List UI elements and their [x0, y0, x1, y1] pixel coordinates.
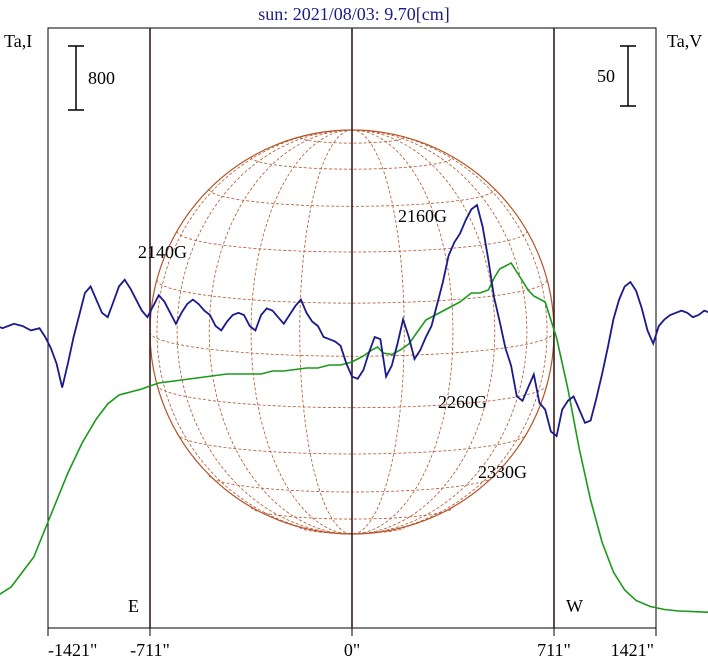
longitude-line	[156, 129, 353, 535]
x-tick-label: -1421"	[48, 640, 97, 660]
longitude-line	[351, 129, 528, 535]
annotation-label: 2330G	[478, 462, 527, 482]
longitude-line	[299, 129, 353, 535]
limb-label: W	[566, 596, 583, 616]
x-tick-label: -711"	[130, 640, 170, 660]
left-scale-value: 800	[88, 68, 115, 88]
x-axis-ticks: -1421" -711" 0" 711" 1421"	[47, 628, 657, 660]
field-annotations: 2140G 2160G 2260G 2330G	[138, 206, 527, 482]
x-tick-label: 711"	[537, 640, 571, 660]
latitude-line	[299, 136, 405, 144]
longitude-line	[351, 129, 454, 535]
longitude-line	[208, 129, 353, 535]
longitude-line	[250, 129, 353, 535]
right-scale-bar: 50	[597, 45, 636, 107]
limb-label: E	[128, 596, 139, 616]
x-tick-label: 0"	[344, 640, 360, 660]
longitude-line	[351, 129, 548, 535]
longitude-line	[351, 129, 405, 535]
intensity-curve	[0, 261, 708, 614]
left-axis-label: Ta,I	[4, 31, 32, 51]
chart-title: sun: 2021/08/03: 9.70[cm]	[258, 4, 450, 24]
right-axis-label: Ta,V	[667, 31, 702, 51]
annotation-label: 2160G	[398, 206, 447, 226]
x-tick-label: 1421"	[611, 640, 654, 660]
longitude-line	[176, 129, 353, 535]
vertical-reference-lines	[149, 28, 555, 628]
longitude-line	[351, 129, 496, 535]
latitude-line	[299, 526, 405, 534]
polarization-curve	[0, 203, 708, 438]
latitude-line	[156, 279, 548, 304]
annotation-label: 2140G	[138, 242, 187, 262]
left-scale-bar: 800	[68, 45, 115, 111]
right-scale-value: 50	[597, 66, 615, 86]
annotation-label: 2260G	[438, 392, 487, 412]
